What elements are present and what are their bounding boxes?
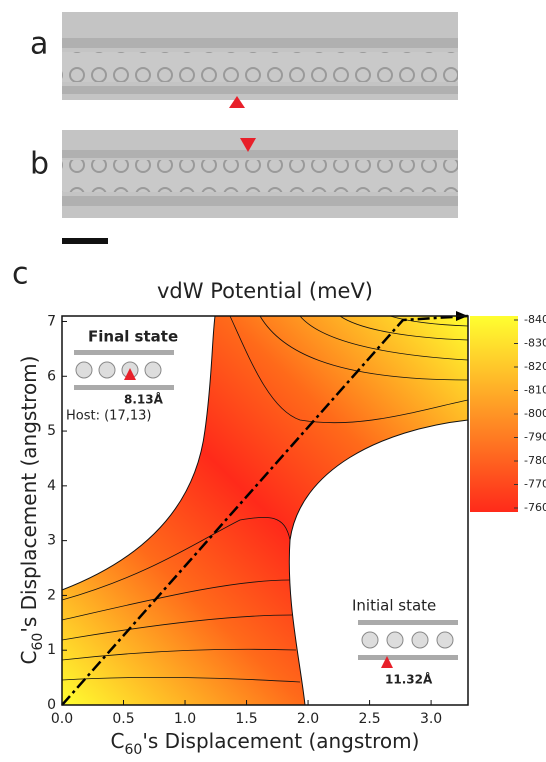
panel-label: a xyxy=(30,27,48,62)
annotation: Final state xyxy=(88,328,178,346)
y-axis-label-part: 60 xyxy=(30,633,46,651)
x-tick-label: 1.0 xyxy=(174,711,196,727)
y-tick-label: 6 xyxy=(47,368,56,384)
scale-bar xyxy=(62,238,108,244)
plot-frame xyxy=(61,315,469,706)
x-tick-label: 2.0 xyxy=(297,711,319,727)
pathway xyxy=(61,314,469,706)
annotation: 8.13Å xyxy=(124,392,164,407)
x-tick-label: 0.5 xyxy=(112,711,134,727)
y-axis-label-part: 's Displacement (angstrom) xyxy=(17,356,41,633)
panel-label: c xyxy=(12,257,29,292)
colorbar-tick-label: -8100 xyxy=(524,384,546,397)
colorbar-tick-label: -8000 xyxy=(524,407,546,420)
colorbar-tick-label: -7800 xyxy=(524,454,546,467)
x-axis-label: C60's Displacement (angstrom) xyxy=(111,729,420,759)
colorbar xyxy=(470,316,518,512)
x-tick-label: 1.5 xyxy=(235,711,257,727)
x-axis-label-part: C xyxy=(111,729,125,753)
y-axis-label-part: C xyxy=(17,650,41,664)
x-tick-label: 0.0 xyxy=(51,711,73,727)
y-tick-label: 3 xyxy=(47,533,56,549)
colorbar-tick-label: -7600 xyxy=(524,501,546,514)
colorbar-tick-label: -8400 xyxy=(524,313,546,326)
x-tick-label: 2.5 xyxy=(358,711,380,727)
colorbar-tick-label: -7700 xyxy=(524,478,546,491)
y-axis-label: C60's Displacement (angstrom) xyxy=(17,356,47,665)
tem-image-a xyxy=(62,12,458,108)
y-tick-label: 5 xyxy=(47,423,56,439)
y-tick-label: 2 xyxy=(47,587,56,603)
x-axis-label-part: 's Displacement (angstrom) xyxy=(142,729,419,753)
colorbar-tick-label: -8200 xyxy=(524,360,546,373)
y-tick-label: 0 xyxy=(47,697,56,713)
annotation: Host: (17,13) xyxy=(66,409,151,424)
annotation: Initial state xyxy=(352,597,436,615)
y-tick-label: 4 xyxy=(47,478,56,494)
contour-field xyxy=(61,315,469,706)
colorbar-tick-label: -7900 xyxy=(524,431,546,444)
x-axis-label-part: 60 xyxy=(125,742,143,758)
chart-title: vdW Potential (meV) xyxy=(157,279,373,303)
x-tick-label: 3.0 xyxy=(420,711,442,727)
panel-label: b xyxy=(30,147,49,182)
annotation: 11.32Å xyxy=(385,672,433,687)
y-tick-label: 7 xyxy=(47,313,56,329)
y-tick-label: 1 xyxy=(47,642,56,658)
inset-initial xyxy=(358,620,458,668)
colorbar-tick-label: -8300 xyxy=(524,337,546,350)
tem-image-b xyxy=(62,130,458,218)
inset-final xyxy=(74,350,174,390)
